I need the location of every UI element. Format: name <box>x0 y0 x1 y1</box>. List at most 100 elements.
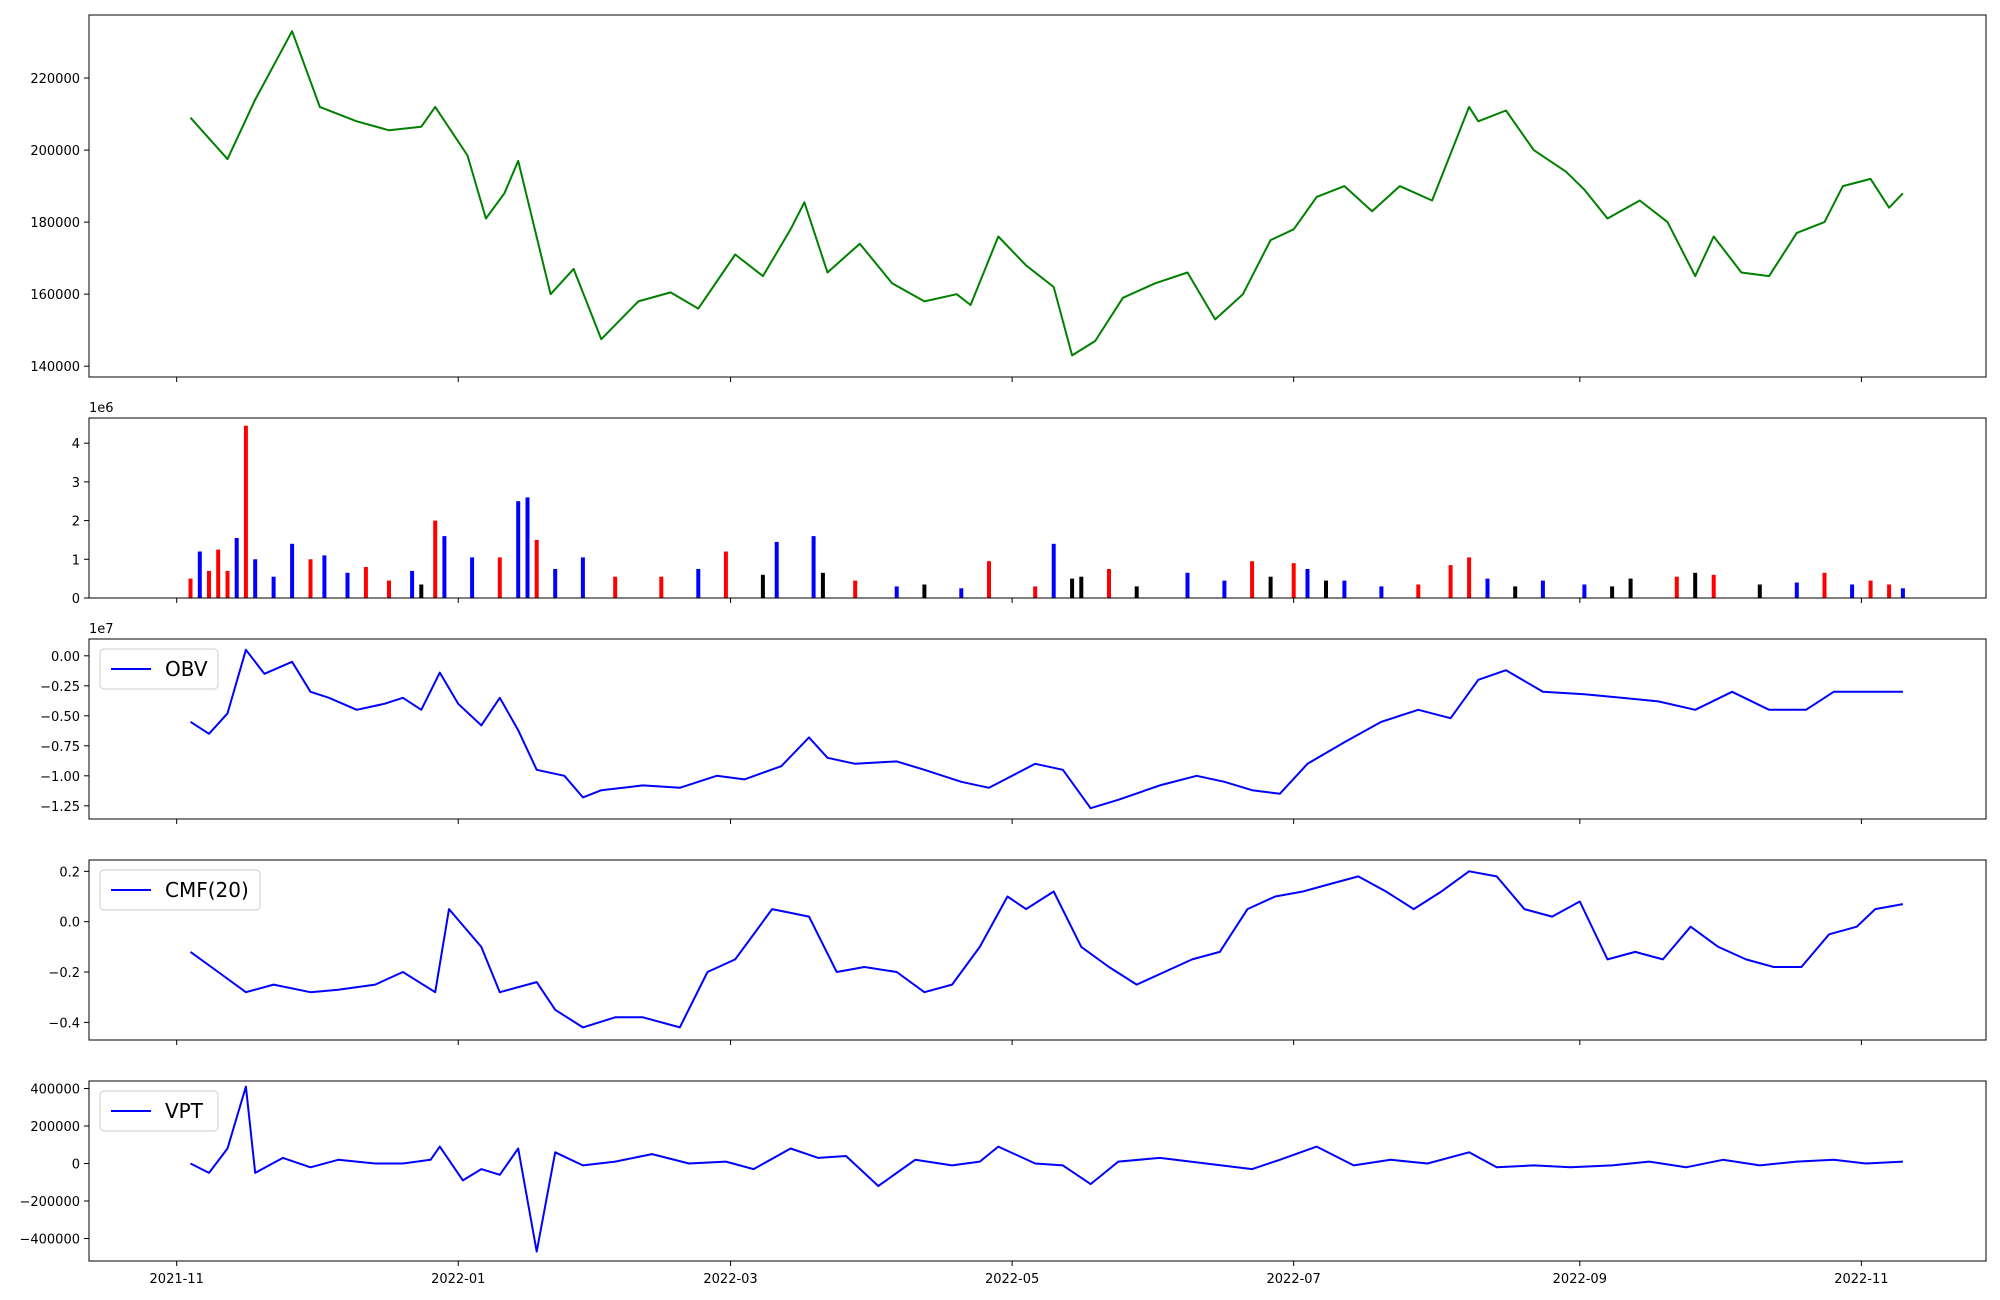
volume-bar <box>419 584 424 598</box>
cmf-y-tick-label: 0.2 <box>59 865 80 880</box>
price-series-line <box>189 30 1904 357</box>
volume-bar <box>497 557 502 598</box>
volume-bar <box>1379 586 1384 598</box>
volume-bar <box>470 557 475 598</box>
volume-bar <box>534 539 539 598</box>
price-y-tick-label: 160000 <box>30 288 80 303</box>
x-tick-label: 2022-11 <box>1834 1272 1888 1287</box>
obv-legend: OBV <box>99 648 219 690</box>
cmf-legend-label: CMF(20) <box>165 878 249 902</box>
volume-bar <box>433 520 438 598</box>
volume-bar <box>1416 584 1421 598</box>
volume-bar <box>271 576 276 598</box>
volume-bar <box>290 543 295 598</box>
volume-bar <box>387 580 391 598</box>
panels-container: 140000 160000 180000 200000 220000 0 1 2 3 4 1e6 0.… <box>19 14 1987 1287</box>
vpt-y-tick-label: 400000 <box>30 1083 80 1098</box>
volume-bar <box>308 559 313 598</box>
vpt-series-line <box>190 1085 1903 1253</box>
volume-bar <box>1268 576 1273 598</box>
volume-bar <box>1868 580 1873 598</box>
volume-bar <box>225 570 230 598</box>
volume-y-tick-label: 1 <box>72 553 80 568</box>
volume-bar <box>1250 561 1255 598</box>
volume-bar <box>1291 563 1296 598</box>
volume-bar <box>1513 586 1518 598</box>
price-panel: 140000 160000 180000 200000 220000 <box>30 14 1987 382</box>
volume-frame <box>88 417 1987 599</box>
obv-y-tick-label: −1.25 <box>40 800 80 815</box>
cmf-panel: 0.2 0.0 −0.2 −0.4 CMF(20) <box>48 859 1987 1045</box>
volume-bar <box>1134 586 1139 598</box>
volume-bar <box>723 551 728 598</box>
volume-bar <box>363 567 368 598</box>
volume-bar <box>760 574 765 598</box>
volume-bar <box>613 576 618 598</box>
x-tick-label: 2022-01 <box>431 1272 485 1287</box>
volume-bar <box>1900 588 1905 598</box>
vpt-frame <box>88 1080 1987 1262</box>
cmf-y-tick-label: −0.2 <box>48 966 80 981</box>
volume-bar <box>1107 569 1111 598</box>
volume-bar <box>1324 580 1328 598</box>
volume-bar <box>1070 578 1075 598</box>
volume-bar <box>1051 543 1056 598</box>
volume-bar <box>525 497 530 598</box>
vpt-legend: VPT <box>99 1090 219 1132</box>
volume-bar <box>1850 584 1855 598</box>
x-tick-label: 2022-03 <box>703 1272 757 1287</box>
obv-y-tick-label: −0.50 <box>40 710 80 725</box>
x-tick-label: 2022-05 <box>985 1272 1039 1287</box>
volume-bar <box>1822 572 1827 598</box>
volume-y-tick-label: 3 <box>72 476 80 491</box>
obv-y-tick-label: −0.75 <box>40 740 80 755</box>
volume-y-tick-label: 0 <box>72 592 80 607</box>
obv-frame <box>88 638 1987 820</box>
volume-bar <box>811 536 816 598</box>
volume-exponent-label: 1e6 <box>89 401 114 416</box>
volume-bar <box>1693 572 1698 598</box>
volume-bar <box>197 551 202 598</box>
volume-bar <box>1185 572 1190 598</box>
volume-bar <box>959 588 964 598</box>
price-y-tick-label: 180000 <box>30 216 80 231</box>
volume-bar <box>345 572 350 598</box>
vpt-y-tick-label: −400000 <box>19 1233 80 1248</box>
volume-bar <box>1628 578 1633 598</box>
volume-bar <box>987 561 991 598</box>
obv-y-tick-label: −0.25 <box>40 680 80 695</box>
obv-y-tick-label: 0.00 <box>51 650 80 665</box>
x-tick-label: 2021-11 <box>150 1272 204 1287</box>
volume-bar <box>1540 580 1545 598</box>
volume-bar <box>1757 584 1762 598</box>
volume-bar <box>1794 582 1799 598</box>
volume-bar <box>820 572 825 598</box>
volume-panel: 0 1 2 3 4 1e6 <box>72 401 1987 607</box>
volume-bar <box>1033 586 1038 598</box>
volume-bar <box>1887 584 1892 598</box>
vpt-y-tick-label: 200000 <box>30 1120 80 1135</box>
obv-legend-box <box>99 648 219 690</box>
cmf-frame <box>88 859 1987 1041</box>
cmf-legend: CMF(20) <box>99 869 261 911</box>
volume-bar <box>774 541 779 598</box>
volume-bar <box>243 425 248 598</box>
obv-exponent-label: 1e7 <box>89 622 114 637</box>
cmf-y-tick-label: 0.0 <box>59 916 80 931</box>
volume-bar <box>188 578 193 598</box>
volume-bar <box>580 557 585 598</box>
volume-bar <box>1711 574 1716 598</box>
price-y-tick-label: 220000 <box>30 72 80 87</box>
obv-panel: 0.00 −0.25 −0.50 −0.75 −1.00 −1.25 1e7 OBV <box>40 622 1987 824</box>
vpt-legend-box <box>99 1090 219 1132</box>
vpt-panel: 400000 200000 0 −200000 −400000 VPT 2021-11 202… <box>19 1080 1987 1287</box>
volume-bar <box>853 580 858 598</box>
volume-bar <box>216 549 221 598</box>
volume-bar <box>1467 557 1472 598</box>
obv-legend-label: OBV <box>165 657 208 681</box>
price-y-tick-label: 140000 <box>30 360 80 375</box>
volume-bar <box>1342 580 1347 598</box>
volume-bar <box>1485 578 1490 598</box>
